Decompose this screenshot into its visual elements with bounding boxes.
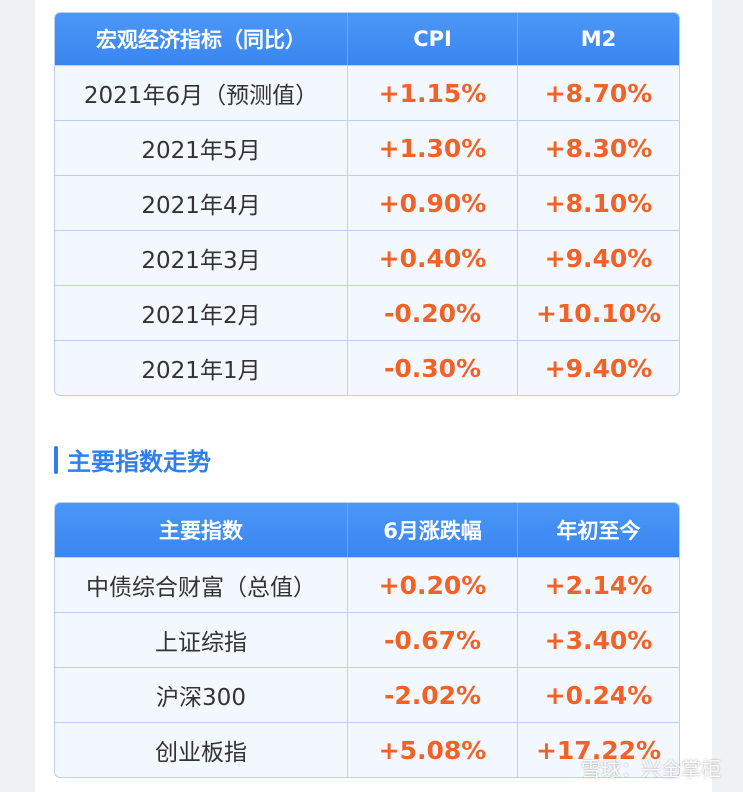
- header-cell: M2: [517, 13, 679, 65]
- label-cell: 上证综指: [155, 630, 247, 656]
- header-cell: 6月涨跌幅: [347, 503, 517, 557]
- table-row: 2021年3月 +0.40% +9.40%: [55, 230, 679, 285]
- value-cell: +1.15%: [347, 66, 517, 120]
- header-cell: CPI: [347, 13, 517, 65]
- value-cell: -0.20%: [347, 286, 517, 340]
- label-cell: 2021年3月: [141, 248, 261, 274]
- value-cell: +17.22%: [517, 723, 679, 777]
- value-cell: +3.40%: [517, 613, 679, 667]
- index-table: 主要指数 6月涨跌幅 年初至今中债综合财富（总值） +0.20% +2.14% 上证综指 -…: [54, 502, 680, 778]
- table-row: 沪深300 -2.02% +0.24%: [55, 667, 679, 722]
- table-row: 2021年6月（预测值） +1.15% +8.70%: [55, 65, 679, 120]
- value-cell: +0.90%: [347, 176, 517, 230]
- header-row: 宏观经济指标（同比） CPI M2: [55, 13, 679, 65]
- table-row: 2021年2月 -0.20% +10.10%: [55, 285, 679, 340]
- value-cell: +8.10%: [517, 176, 679, 230]
- header-cell: 宏观经济指标（同比）: [96, 28, 306, 52]
- value-cell: +0.40%: [347, 231, 517, 285]
- value-cell: +9.40%: [517, 231, 679, 285]
- table-row: 2021年1月 -0.30% +9.40%: [55, 340, 679, 395]
- value-cell: +8.70%: [517, 66, 679, 120]
- label-cell: 2021年1月: [141, 358, 261, 384]
- header-row: 主要指数 6月涨跌幅 年初至今: [55, 503, 679, 557]
- value-cell: +2.14%: [517, 558, 679, 612]
- header-cell: 主要指数: [159, 519, 243, 543]
- table-row: 创业板指 +5.08% +17.22%: [55, 722, 679, 777]
- table-row: 2021年5月 +1.30% +8.30%: [55, 120, 679, 175]
- label-cell: 创业板指: [155, 740, 247, 766]
- value-cell: +10.10%: [517, 286, 679, 340]
- label-cell: 沪深300: [156, 685, 246, 711]
- value-cell: +0.20%: [347, 558, 517, 612]
- macro-table: 宏观经济指标（同比） CPI M2 2021年6月（预测值） +1.15% +8.70% 2…: [54, 12, 680, 396]
- value-cell: +0.24%: [517, 668, 679, 722]
- value-cell: +8.30%: [517, 121, 679, 175]
- value-cell: -0.30%: [347, 341, 517, 395]
- label-cell: 2021年2月: [141, 303, 261, 329]
- section-heading: 主要指数走势: [54, 442, 211, 477]
- section-bar: [54, 445, 58, 474]
- label-cell: 2021年6月（预测值）: [83, 83, 319, 109]
- watermark: 雪球：兴全掌柜: [581, 757, 721, 781]
- value-cell: +5.08%: [347, 723, 517, 777]
- label-cell: 中债综合财富（总值）: [86, 575, 316, 601]
- label-cell: 2021年4月: [141, 193, 261, 219]
- label-cell: 2021年5月: [141, 138, 261, 164]
- table-row: 中债综合财富（总值） +0.20% +2.14%: [55, 557, 679, 612]
- value-cell: -0.67%: [347, 613, 517, 667]
- value-cell: -2.02%: [347, 668, 517, 722]
- value-cell: +1.30%: [347, 121, 517, 175]
- header-cell: 年初至今: [517, 503, 679, 557]
- table-row: 2021年4月 +0.90% +8.10%: [55, 175, 679, 230]
- value-cell: +9.40%: [517, 341, 679, 395]
- table-row: 上证综指 -0.67% +3.40%: [55, 612, 679, 667]
- section-title: 主要指数走势: [67, 448, 211, 476]
